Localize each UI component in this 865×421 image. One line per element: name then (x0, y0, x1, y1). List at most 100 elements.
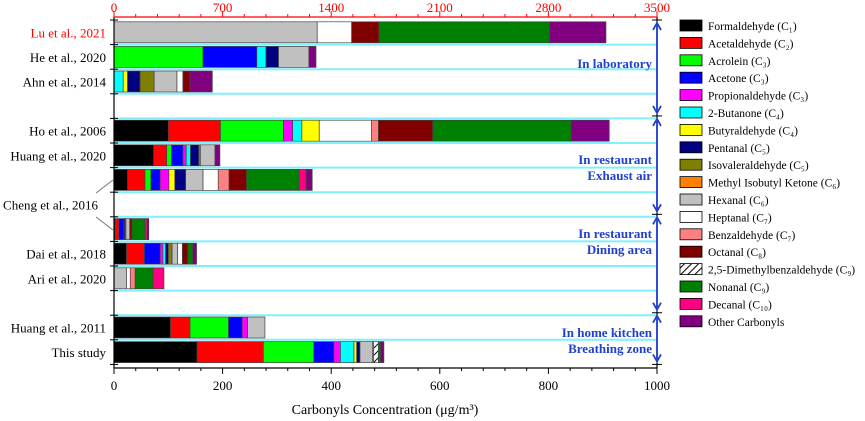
bar-segment-oct (378, 119, 434, 142)
bar-segment-non (378, 21, 550, 44)
group-label: In home kitchen (562, 325, 653, 340)
legend-label: Heptanal (C₇) (708, 212, 772, 224)
bar-segment-buta (292, 119, 303, 142)
legend-swatch-dec (679, 297, 703, 310)
bar-segment-form (113, 341, 198, 363)
arrow-head-icon (652, 203, 662, 214)
x-tick-label-top: 1400 (318, 0, 344, 15)
study-label: Dai et al., 2018 (26, 247, 106, 262)
arrow-head-icon (652, 21, 662, 31)
bar-segment-non (187, 242, 194, 265)
legend-label: Formaldehyde (C₁) (708, 21, 797, 33)
study-label: This study (51, 345, 106, 360)
bar-segment-prop (159, 169, 170, 191)
legend-swatch-benz (679, 228, 703, 241)
bar-segment-hex (247, 316, 266, 339)
x-tick-label-top: 700 (213, 0, 233, 15)
bar-segment-other (549, 21, 607, 44)
group-label: Breathing zone (568, 341, 652, 356)
study-label: Ho et al., 2006 (29, 124, 106, 139)
bar-segment-other (189, 70, 213, 93)
bar-segment-hept (202, 169, 219, 191)
bar-segment-other (380, 341, 385, 363)
bar-segment-pent (127, 70, 141, 93)
bar-segment-benz (371, 119, 379, 142)
bar-segment-buta (185, 144, 191, 167)
bar-segment-other (308, 46, 317, 68)
bar-segment-hept (126, 267, 131, 290)
bar-segment-form (113, 144, 154, 167)
bar-segment-hept (318, 119, 372, 142)
arrow-head-icon (652, 302, 662, 312)
legend-swatch-non (679, 280, 703, 293)
bar-segment-acetone (228, 316, 243, 339)
legend-label: Decanal (C₁₀) (708, 299, 772, 311)
bar-segment-prop (241, 316, 248, 339)
bar-segment-benz (217, 169, 230, 191)
bar-segment-pent (165, 242, 169, 265)
x-tick-label-bottom: 200 (213, 378, 233, 393)
legend-swatch-buta (679, 106, 703, 119)
arrow-head-icon (652, 105, 662, 115)
bar-segment-hex (171, 242, 178, 265)
bar-segment-acetone (118, 218, 125, 240)
arrow-head-icon (652, 215, 662, 225)
legend-label: Acrolein (C₃) (708, 56, 771, 68)
legend-swatch-acet (679, 37, 703, 49)
bar-segment-isov (139, 70, 155, 93)
legend-swatch-pent (679, 141, 703, 154)
study-label: Huang et al., 2020 (10, 148, 106, 163)
bar-segment-acetone (313, 341, 335, 363)
bar-segment-prop (159, 242, 164, 265)
legend-label: Acetone (C₃) (708, 73, 769, 85)
bar-segment-buta (162, 242, 166, 265)
bar-segment-acetone (171, 144, 184, 167)
bar-segment-non (131, 218, 146, 240)
legend-label: Benzaldehyde (C₇) (708, 230, 796, 242)
study-label: Lu et al., 2021 (31, 25, 106, 40)
bar-segment-hept (177, 242, 183, 265)
legend-swatch-hex (679, 193, 703, 206)
x-axis-title: Carbonyls Concentration (μg/m³) (292, 403, 479, 418)
bar-segment-acet (196, 341, 264, 363)
bar-segment-butyr (122, 70, 128, 93)
bar-segment-hept (176, 70, 184, 93)
bar-segment-hex (185, 169, 204, 191)
bar-segment-prop (283, 119, 293, 142)
legend-label: Butyraldehyde (C₄) (708, 125, 798, 137)
bar-segment-acro (166, 144, 172, 167)
bar-segment-dmb (373, 341, 379, 363)
arrow-head-icon (652, 313, 662, 324)
bar-segment-other (305, 169, 313, 191)
bar-segment-pent (174, 169, 187, 191)
bar-segment-hex (278, 46, 310, 68)
bar-segment-benz (129, 267, 136, 290)
bar-segment-acro (220, 119, 284, 142)
x-tick-label-bottom: 0 (111, 378, 118, 393)
bar-segment-pent (265, 46, 279, 68)
bar-segment-acet (127, 169, 146, 191)
study-label: He et al., 2020 (30, 50, 106, 65)
legend-label: Octanal (C₈) (708, 247, 766, 259)
x-tick-label-bottom: 400 (321, 378, 341, 393)
x-tick-label-top: 3500 (644, 0, 670, 15)
bar-segment-form (113, 242, 127, 265)
legend-swatch-isov (679, 158, 703, 171)
legend-swatch-prop (679, 89, 703, 101)
x-tick-label-top: 2100 (427, 0, 453, 15)
legend-swatch-form (679, 19, 703, 32)
bar-segment-other (192, 242, 197, 265)
legend-swatch-hept (679, 210, 703, 223)
bar-segment-other (570, 119, 610, 142)
bar-segment-hept (316, 21, 353, 44)
legend-swatch-other (679, 315, 703, 328)
bar-segment-oct (182, 70, 191, 93)
bar-segment-hex (199, 144, 216, 167)
bar-segment-hex (113, 267, 127, 290)
study-label: Ahn et al., 2014 (23, 75, 107, 90)
bar-segment-form (113, 169, 128, 191)
study-label: Ari et al., 2020 (28, 271, 106, 286)
bar-segment-oct (182, 242, 189, 265)
x-tick-label-top: 2800 (535, 0, 561, 15)
